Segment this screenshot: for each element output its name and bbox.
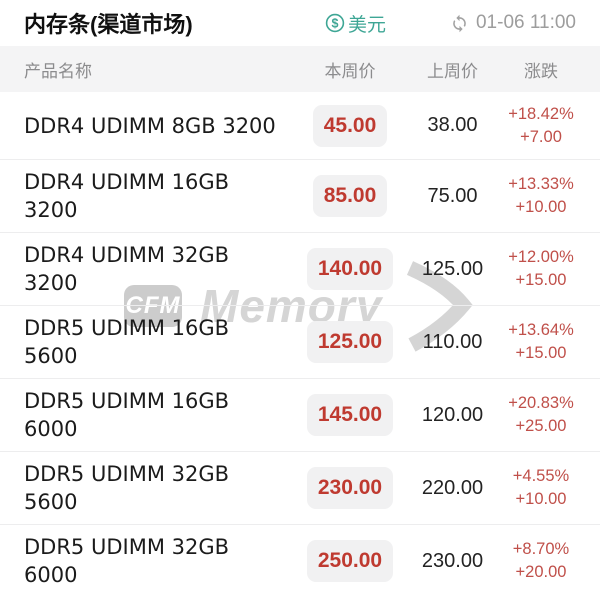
week-price-badge: 250.00 xyxy=(306,540,394,582)
change-percent: +13.33% xyxy=(508,175,574,193)
last-week-price: 120.00 xyxy=(421,403,484,426)
change-cell: +4.55% +10.00 xyxy=(505,465,577,511)
change-amount: +7.00 xyxy=(520,127,562,146)
col-week-price: 本周价 xyxy=(324,61,376,81)
dollar-circle-icon: $ xyxy=(325,13,345,33)
product-name: DDR5 UDIMM 32GB 5600 xyxy=(24,462,230,514)
last-week-price: 75.00 xyxy=(427,184,478,207)
change-cell: +12.00% +15.00 xyxy=(505,246,577,292)
last-week-price: 110.00 xyxy=(422,330,483,353)
svg-text:$: $ xyxy=(331,16,338,30)
change-percent: +4.55% xyxy=(512,467,570,485)
currency-selector[interactable]: $ 美元 xyxy=(325,10,386,37)
week-price-badge: 45.00 xyxy=(312,104,388,147)
week-price-badge: 230.00 xyxy=(306,467,394,509)
col-change: 涨跌 xyxy=(524,61,558,81)
change-cell: +8.70% +20.00 xyxy=(505,538,577,584)
change-amount: +20.00 xyxy=(515,563,567,581)
change-amount: +10.00 xyxy=(515,198,567,216)
week-price-badge: 140.00 xyxy=(306,248,394,290)
top-bar: 内存条(渠道市场) $ 美元 01-06 11:00 xyxy=(0,0,600,46)
updated-time: 01-06 11:00 xyxy=(475,12,576,33)
currency-label: 美元 xyxy=(347,14,386,36)
week-price-badge: 145.00 xyxy=(306,394,394,436)
change-percent: +13.64% xyxy=(508,321,574,339)
last-week-price: 230.00 xyxy=(421,549,484,572)
change-amount: +15.00 xyxy=(515,344,567,362)
table-row: DDR4 UDIMM 8GB 3200 45.00 38.00 +18.42% … xyxy=(0,92,600,159)
col-product-name: 产品名称 xyxy=(24,61,92,81)
product-name: DDR5 UDIMM 16GB 6000 xyxy=(24,389,230,441)
change-percent: +8.70% xyxy=(512,540,570,558)
table-row: DDR5 UDIMM 16GB 5600 125.00 110.00 +13.6… xyxy=(0,305,600,378)
change-cell: +20.83% +25.00 xyxy=(505,392,577,438)
table-header: 产品名称 本周价 上周价 涨跌 xyxy=(0,46,600,92)
last-week-price: 220.00 xyxy=(421,476,484,499)
page-title: 内存条(渠道市场) xyxy=(24,12,193,37)
change-cell: +18.42% +7.00 xyxy=(505,103,577,149)
change-cell: +13.64% +15.00 xyxy=(505,319,577,365)
refresh-sync-icon xyxy=(450,14,469,33)
table-row: DDR4 UDIMM 16GB 3200 85.00 75.00 +13.33%… xyxy=(0,159,600,232)
col-last-week-price: 上周价 xyxy=(427,61,478,81)
product-name: DDR4 UDIMM 8GB 3200 xyxy=(24,113,276,138)
change-amount: +25.00 xyxy=(515,417,567,435)
table-row: DDR5 UDIMM 16GB 6000 145.00 120.00 +20.8… xyxy=(0,378,600,451)
table-row: DDR5 UDIMM 32GB 5600 230.00 220.00 +4.55… xyxy=(0,451,600,524)
table-row: DDR5 UDIMM 32GB 6000 250.00 230.00 +8.70… xyxy=(0,524,600,597)
change-percent: +20.83% xyxy=(508,394,574,412)
last-week-price: 38.00 xyxy=(427,114,478,136)
change-amount: +15.00 xyxy=(515,271,567,289)
product-name: DDR5 UDIMM 32GB 6000 xyxy=(24,535,230,587)
price-table-body: DDR4 UDIMM 8GB 3200 45.00 38.00 +18.42% … xyxy=(0,92,600,597)
last-week-price: 125.00 xyxy=(421,257,484,280)
week-price-badge: 125.00 xyxy=(306,321,394,363)
change-percent: +18.42% xyxy=(508,104,574,123)
change-cell: +13.33% +10.00 xyxy=(505,173,577,219)
change-amount: +10.00 xyxy=(515,490,567,508)
product-name: DDR5 UDIMM 16GB 5600 xyxy=(24,316,230,368)
change-percent: +12.00% xyxy=(508,248,574,266)
product-name: DDR4 UDIMM 16GB 3200 xyxy=(24,170,230,222)
refresh-button[interactable]: 01-06 11:00 xyxy=(450,12,576,34)
product-name: DDR4 UDIMM 32GB 3200 xyxy=(24,243,230,295)
week-price-badge: 85.00 xyxy=(312,175,388,217)
table-row: DDR4 UDIMM 32GB 3200 140.00 125.00 +12.0… xyxy=(0,232,600,305)
